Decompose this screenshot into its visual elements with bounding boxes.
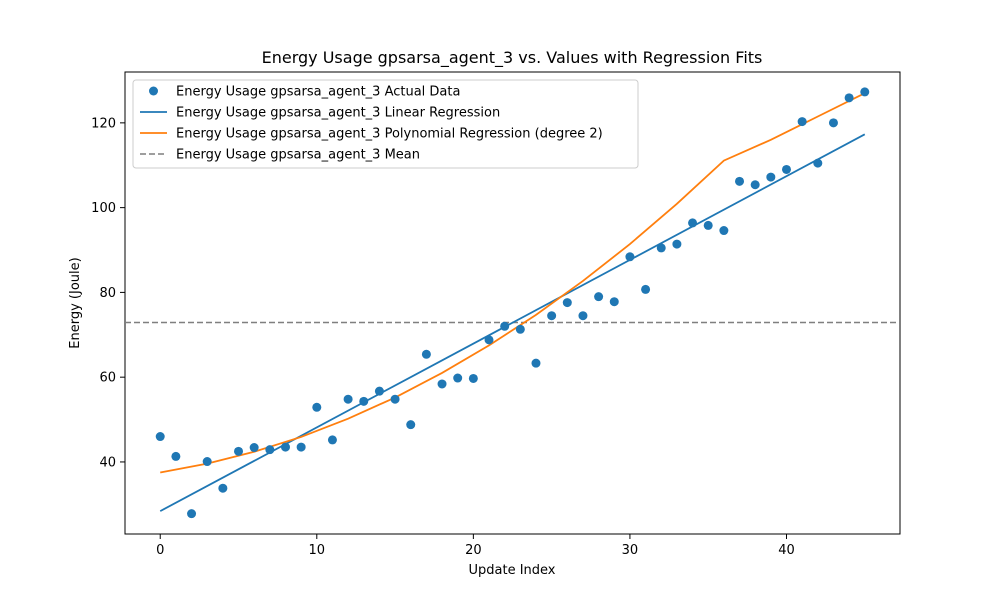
data-point (374, 386, 384, 396)
data-point (327, 435, 337, 445)
data-point (437, 379, 447, 389)
data-point (547, 311, 557, 321)
data-point (703, 220, 713, 230)
data-point (672, 239, 682, 249)
series-layer (125, 87, 900, 519)
legend-box (132, 79, 639, 169)
y-axis-label: Energy (Joule) (68, 257, 83, 348)
data-point (312, 402, 322, 412)
y-axis: 40 60 80 100 120 (91, 116, 125, 470)
data-point (500, 321, 510, 331)
x-tick-label: 30 (622, 543, 639, 558)
data-point (453, 373, 463, 383)
data-point (766, 172, 776, 182)
data-point (187, 509, 197, 519)
polynomial-regression-line (160, 92, 866, 474)
data-point (828, 118, 838, 128)
data-point (641, 284, 651, 294)
data-point (578, 311, 588, 321)
linear-regression-line (159, 133, 866, 512)
data-point (468, 373, 478, 383)
y-tick-label: 100 (91, 201, 116, 216)
data-point (594, 292, 604, 302)
y-tick-label: 80 (99, 286, 116, 301)
legend: Energy Usage gpsarsa_agent_3 Actual Data… (132, 79, 639, 169)
data-point (562, 298, 572, 308)
data-point (860, 87, 870, 97)
x-axis: 0 10 20 30 40 (156, 534, 795, 558)
data-point (656, 243, 666, 253)
x-tick-label: 20 (465, 543, 482, 558)
data-point (249, 443, 259, 453)
legend-label: Energy Usage gpsarsa_agent_3 Mean (176, 148, 420, 163)
data-point (688, 218, 698, 228)
data-point (359, 396, 369, 406)
legend-marker-actual (149, 86, 158, 96)
data-point (171, 451, 181, 461)
y-tick-label: 120 (91, 116, 116, 131)
data-point (719, 226, 729, 236)
data-point (421, 349, 431, 359)
data-point (813, 158, 823, 168)
data-point (531, 358, 541, 368)
data-point (781, 164, 791, 174)
data-point (234, 446, 244, 456)
x-tick-label: 10 (309, 543, 326, 558)
data-point (735, 176, 745, 186)
legend-label: Energy Usage gpsarsa_agent_3 Actual Data (176, 85, 460, 100)
data-point (515, 324, 525, 334)
y-tick-label: 60 (99, 371, 116, 386)
data-point (265, 445, 275, 455)
legend-label: Energy Usage gpsarsa_agent_3 Polynomial … (176, 127, 603, 142)
plot-area (124, 71, 901, 535)
legend-label: Energy Usage gpsarsa_agent_3 Linear Regr… (176, 106, 500, 121)
data-point (202, 457, 212, 467)
y-tick-label: 40 (99, 455, 116, 470)
data-point (406, 420, 416, 430)
data-point (280, 442, 290, 452)
data-point (625, 252, 635, 262)
data-point (155, 432, 165, 442)
data-point (609, 297, 619, 307)
x-tick-label: 0 (156, 543, 164, 558)
data-point (797, 117, 807, 127)
data-point (343, 394, 353, 404)
data-point (390, 394, 400, 404)
data-point (296, 442, 306, 452)
chart-title: Energy Usage gpsarsa_agent_3 vs. Values … (262, 48, 763, 68)
data-point (844, 93, 854, 103)
x-axis-label: Update Index (468, 563, 555, 578)
plot-frame (124, 71, 901, 535)
data-point (750, 180, 760, 190)
data-point (484, 335, 494, 345)
data-point (218, 483, 228, 493)
x-tick-label: 40 (778, 543, 795, 558)
